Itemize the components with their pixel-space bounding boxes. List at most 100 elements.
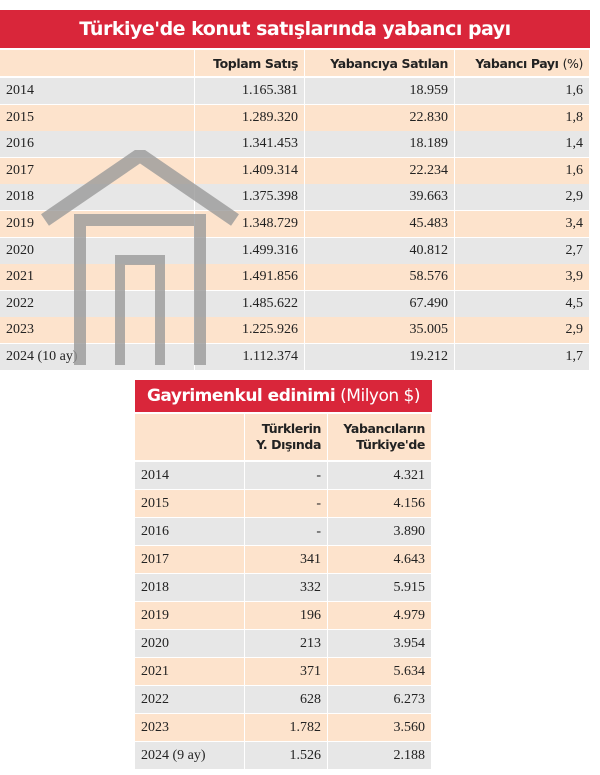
value-cell: 1,8 xyxy=(455,104,590,131)
value-cell: 1,6 xyxy=(455,78,590,104)
value-cell: 1.375.398 xyxy=(195,184,305,211)
house-icon xyxy=(41,150,239,365)
year-cell: 2015 xyxy=(135,490,245,517)
data-row: 2019 196 4.979 xyxy=(135,602,432,629)
year-cell: 2024 (9 ay) xyxy=(135,742,245,769)
column-label-line: Türklerin xyxy=(261,421,322,436)
value-cell: 3,4 xyxy=(455,211,590,237)
data-row: 2014 1.165.381 18.959 1,6 xyxy=(0,78,590,104)
value-cell: 1,7 xyxy=(455,344,590,370)
value-cell: 2,9 xyxy=(455,317,590,344)
value-cell: 5.915 xyxy=(328,574,432,601)
column-label: Toplam Satış xyxy=(213,55,298,71)
value-cell: 1.112.374 xyxy=(195,344,305,370)
value-cell: 18.959 xyxy=(305,78,455,104)
year-cell: 2018 xyxy=(135,574,245,601)
value-cell: 213 xyxy=(245,630,328,657)
value-cell: 332 xyxy=(245,574,328,601)
year-cell: 2014 xyxy=(135,462,245,489)
value-cell: 3.954 xyxy=(328,630,432,657)
header-row: Toplam Satış Yabancıya Satılan Yabancı Pay… xyxy=(0,50,590,76)
data-row: 2023 1.225.926 35.005 2,9 xyxy=(0,317,590,344)
value-cell: 1.289.320 xyxy=(195,104,305,131)
year-cell: 2014 xyxy=(0,78,195,104)
year-cell: 2017 xyxy=(0,157,195,184)
value-cell: 371 xyxy=(245,658,328,685)
header-cell: Türklerin Y. Dışında xyxy=(245,414,328,460)
value-cell: - xyxy=(245,518,328,545)
value-cell: - xyxy=(245,462,328,489)
header-cell: Yabancıların Türkiye'de xyxy=(328,414,432,460)
data-row: 2021 1.491.856 58.576 3,9 xyxy=(0,264,590,291)
data-row: 2014-4.321 xyxy=(135,462,432,489)
year-cell: 2016 xyxy=(0,131,195,158)
value-cell: 341 xyxy=(245,546,328,573)
value-cell: 628 xyxy=(245,686,328,713)
value-cell: 67.490 xyxy=(305,290,455,317)
value-cell: 2,7 xyxy=(455,237,590,264)
value-cell: 4.321 xyxy=(328,462,432,489)
value-cell: 1,6 xyxy=(455,157,590,184)
year-cell: 2021 xyxy=(135,658,245,685)
header-cell: Yabancı Payı (%) xyxy=(455,50,590,76)
value-cell: 3,9 xyxy=(455,264,590,291)
column-label: Yabancıya Satılan xyxy=(330,55,448,71)
value-cell: 1.499.316 xyxy=(195,237,305,264)
header-cell xyxy=(135,414,245,460)
value-cell: 4.979 xyxy=(328,602,432,629)
header-cell: Yabancıya Satılan xyxy=(305,50,455,76)
value-cell: 3.890 xyxy=(328,518,432,545)
value-cell: 1.409.314 xyxy=(195,157,305,184)
value-cell: - xyxy=(245,490,328,517)
value-cell: 4.643 xyxy=(328,546,432,573)
column-label-line: Yabancıların xyxy=(343,421,425,436)
value-cell: 1.485.622 xyxy=(195,290,305,317)
value-cell: 1.782 xyxy=(245,714,328,741)
data-row: 2022 1.485.622 67.490 4,5 xyxy=(0,290,590,317)
value-cell: 40.812 xyxy=(305,237,455,264)
year-cell: 2017 xyxy=(135,546,245,573)
value-cell: 4.156 xyxy=(328,490,432,517)
value-cell: 1.348.729 xyxy=(195,211,305,237)
value-cell: 1.341.453 xyxy=(195,131,305,158)
data-row: 2023 1.782 3.560 xyxy=(135,714,432,741)
year-cell: 2019 xyxy=(135,602,245,629)
data-row: 2024 (10 ay) 1.112.374 19.212 1,7 xyxy=(0,344,590,370)
data-row: 2017 341 4.643 xyxy=(135,546,432,573)
column-label: Türklerin Y. Dışında xyxy=(256,421,321,453)
value-cell: 2,9 xyxy=(455,184,590,211)
data-row: 2018 332 5.915 xyxy=(135,574,432,601)
header-cell: Toplam Satış xyxy=(195,50,305,76)
value-cell: 35.005 xyxy=(305,317,455,344)
year-cell: 2020 xyxy=(135,630,245,657)
sales-table: Türkiye'de konut satışlarında yabancı pa… xyxy=(0,10,590,372)
table-title: Gayrimenkul edinimi (Milyon $) xyxy=(135,380,432,412)
table-title: Türkiye'de konut satışlarında yabancı pa… xyxy=(0,10,590,48)
value-cell: 1,4 xyxy=(455,131,590,158)
value-cell: 6.273 xyxy=(328,686,432,713)
year-cell: 2023 xyxy=(135,714,245,741)
column-label-line: Y. Dışında xyxy=(256,437,321,452)
year-cell: 2016 xyxy=(135,518,245,545)
data-row: 2016 1.341.453 18.189 1,4 xyxy=(0,131,590,158)
header-cell xyxy=(0,50,195,76)
acquisition-table: Gayrimenkul edinimi (Milyon $) Türklerin Y.… xyxy=(135,380,432,772)
data-row: 2015 1.289.320 22.830 1,8 xyxy=(0,104,590,131)
value-cell: 1.491.856 xyxy=(195,264,305,291)
value-cell: 1.165.381 xyxy=(195,78,305,104)
data-row: 2016-3.890 xyxy=(135,518,432,545)
value-cell: 18.189 xyxy=(305,131,455,158)
value-cell: 1.225.926 xyxy=(195,317,305,344)
column-label-line: Türkiye'de xyxy=(356,437,425,452)
data-row: 2022 628 6.273 xyxy=(135,686,432,713)
unit-label: (Milyon $) xyxy=(340,386,421,406)
value-cell: 2.188 xyxy=(328,742,432,769)
value-cell: 3.560 xyxy=(328,714,432,741)
value-cell: 5.634 xyxy=(328,658,432,685)
title-text: Türkiye'de konut satışlarında yabancı pa… xyxy=(79,18,511,40)
data-row: 2021 371 5.634 xyxy=(135,658,432,685)
value-cell: 39.663 xyxy=(305,184,455,211)
value-cell: 19.212 xyxy=(305,344,455,370)
value-cell: 22.830 xyxy=(305,104,455,131)
